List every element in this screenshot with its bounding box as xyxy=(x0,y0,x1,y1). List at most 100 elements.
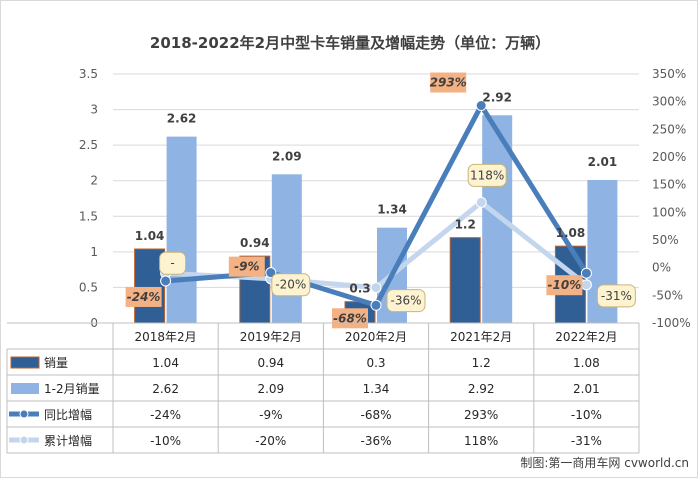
cum-label: -31% xyxy=(601,289,632,303)
category-label: 2021年2月 xyxy=(450,330,512,344)
line-point-2 xyxy=(580,267,592,279)
legend-marker xyxy=(19,435,29,445)
right-tick-label: 250% xyxy=(652,122,686,136)
bar-cumulative xyxy=(271,174,302,323)
right-tick-label: 50% xyxy=(652,233,679,247)
bar-sales-label: 1.08 xyxy=(556,226,586,240)
cum-label-box xyxy=(467,163,507,187)
cum-label: - xyxy=(170,256,174,270)
bar-sales xyxy=(449,237,481,324)
yoy-label-box xyxy=(228,256,265,277)
category-label: 2020年2月 xyxy=(345,330,407,344)
right-axis: -100% -50% 0% 50% 100% 150% 200% 250% 300% 350% xyxy=(652,67,691,330)
line-point-3 xyxy=(475,196,487,208)
left-tick-label: 1.5 xyxy=(79,209,98,223)
table-cell: 2.01 xyxy=(573,382,600,396)
bar-sales-label: 0.3 xyxy=(349,282,370,296)
cum-label: 118% xyxy=(470,168,504,182)
left-axis: 00.511.522.533.5 xyxy=(79,67,98,330)
bar-cumulative-label: 1.34 xyxy=(377,203,407,217)
bar-sales-label: 1.2 xyxy=(455,218,476,232)
legend-marker xyxy=(19,409,29,419)
table-cell: 0.3 xyxy=(366,356,385,370)
line-point-3 xyxy=(580,279,592,291)
table-cell: -31% xyxy=(571,434,602,448)
table-cell: 2.62 xyxy=(152,382,179,396)
right-tick-label: 150% xyxy=(652,178,686,192)
table-cell: -20% xyxy=(255,434,286,448)
right-tick-label: 350% xyxy=(652,67,686,81)
line-point-2 xyxy=(160,275,172,287)
bar-cumulative xyxy=(166,136,197,323)
yoy-label: -9% xyxy=(234,260,259,274)
chart-title: 2018-2022年2月中型卡车销量及增幅走势（单位：万辆） xyxy=(150,34,550,52)
table-cell: 1.34 xyxy=(363,382,390,396)
legend-label: 同比增幅 xyxy=(44,407,92,422)
yoy-label: -68% xyxy=(333,311,367,325)
right-tick-label: -100% xyxy=(652,316,691,330)
table-cell: 293% xyxy=(464,408,498,422)
yoy-label: -24% xyxy=(127,290,161,304)
table-cell: 2.09 xyxy=(257,382,284,396)
category-label: 2022年2月 xyxy=(555,330,617,344)
table-cell: -9% xyxy=(259,408,282,422)
bar-cumulative-label: 2.09 xyxy=(272,149,302,163)
table-cell: 1.04 xyxy=(152,356,179,370)
table-cell: 1.2 xyxy=(472,356,491,370)
legend-label: 1-2月销量 xyxy=(44,382,100,396)
cum-label-box xyxy=(159,251,187,275)
yoy-label-box xyxy=(125,286,162,307)
lines xyxy=(160,100,592,311)
credit-text: 制图:第一商用车网 cvworld.cn xyxy=(520,455,689,470)
yoy-label: 293% xyxy=(430,76,467,90)
table-cell: -68% xyxy=(360,408,391,422)
table-cell: -24% xyxy=(150,408,181,422)
cum-label-box xyxy=(271,273,311,297)
table-cell: 2.92 xyxy=(468,382,495,396)
line-point-2 xyxy=(370,299,382,311)
table-cell: -10% xyxy=(571,408,602,422)
cum-label: -20% xyxy=(275,278,306,292)
yoy-label-box xyxy=(430,72,467,93)
left-tick-label: 2.5 xyxy=(79,138,98,152)
legend-label: 销量 xyxy=(44,356,68,370)
table-cell: -36% xyxy=(360,434,391,448)
cum-label: -36% xyxy=(390,294,421,308)
category-label: 2018年2月 xyxy=(135,330,197,344)
bar-sales-label: 1.04 xyxy=(135,229,165,243)
category-label: 2019年2月 xyxy=(240,330,302,344)
left-tick-label: 3.5 xyxy=(79,67,98,81)
data-labels: 1.042.620.942.090.31.341.22.921.082.01-2… xyxy=(125,72,636,329)
bar-cumulative-label: 2.92 xyxy=(482,90,512,104)
right-tick-label: 0% xyxy=(652,261,671,275)
yoy-label: -10% xyxy=(548,278,582,292)
legend-swatch xyxy=(10,356,40,369)
right-tick-label: -50% xyxy=(652,288,683,302)
bar-cumulative-label: 2.62 xyxy=(167,112,197,126)
table-cell: -10% xyxy=(150,434,181,448)
line-point-2 xyxy=(475,100,487,112)
left-tick-label: 3 xyxy=(90,103,98,117)
gridlines xyxy=(113,73,639,324)
right-tick-label: 300% xyxy=(652,95,686,109)
cum-label-box xyxy=(596,284,636,308)
left-tick-label: 2 xyxy=(90,174,98,188)
bar-sales-label: 0.94 xyxy=(240,236,270,250)
legend-label: 累计增幅 xyxy=(44,433,92,448)
line-point-3 xyxy=(370,282,382,294)
right-tick-label: 200% xyxy=(652,150,686,164)
table-cell: 1.08 xyxy=(573,356,600,370)
table-cell: 0.94 xyxy=(257,356,284,370)
bar-cumulative-label: 2.01 xyxy=(588,155,618,169)
table-cell: 118% xyxy=(464,434,498,448)
left-tick-label: 0.5 xyxy=(79,280,98,294)
yoy-label-box xyxy=(546,275,583,296)
left-tick-label: 1 xyxy=(90,245,98,259)
cum-label-box xyxy=(386,289,426,313)
legend-swatch xyxy=(11,383,39,394)
line-series-2 xyxy=(165,103,589,308)
right-tick-label: 100% xyxy=(652,205,686,219)
